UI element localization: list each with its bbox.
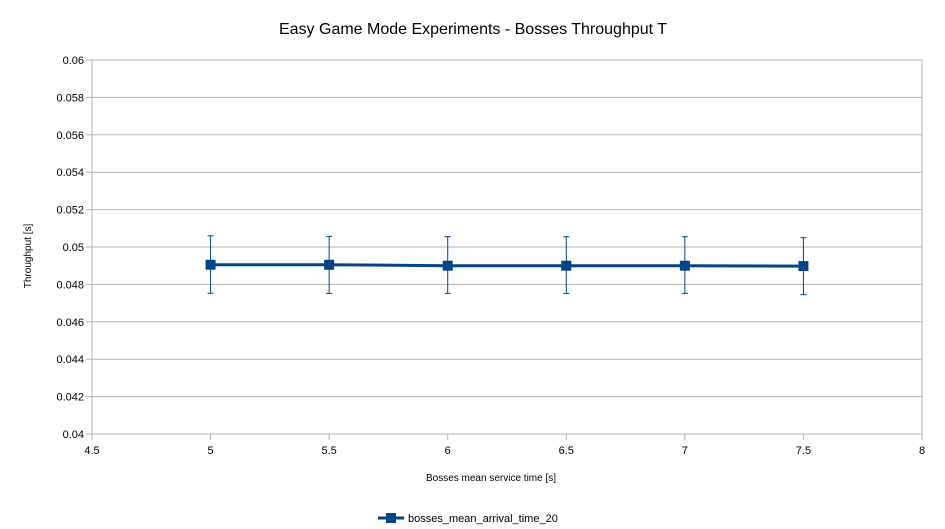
y-axis-ticks: 0.04 0.042 0.044 0.046 0.048 0.05 0.052 0.054 0.… (56, 55, 92, 441)
y-tick-label: 0.06 (63, 55, 84, 67)
y-tick-label: 0.056 (56, 130, 84, 142)
y-tick-label: 0.04 (63, 429, 84, 441)
y-tick-label: 0.058 (56, 92, 84, 104)
series-layer (205, 235, 809, 296)
legend-marker-swatch (386, 513, 396, 523)
data-point (442, 260, 453, 271)
y-tick-label: 0.044 (56, 354, 84, 366)
y-tick-label: 0.054 (56, 167, 84, 179)
x-tick-label: 7 (682, 445, 688, 457)
y-tick-label: 0.046 (56, 317, 84, 329)
data-point (798, 261, 809, 272)
x-tick-label: 6.5 (559, 445, 574, 457)
y-tick-label: 0.048 (56, 279, 84, 291)
data-point (679, 260, 690, 271)
x-tick-label: 8 (919, 445, 925, 457)
legend-label: bosses_mean_arrival_time_20 (408, 513, 558, 525)
y-axis-label: Throughput [s] (23, 224, 34, 289)
grid-lines (92, 59, 922, 435)
data-point (324, 259, 335, 270)
x-axis-label: Bosses mean service time [s] (426, 473, 556, 484)
y-tick-label: 0.052 (56, 205, 84, 217)
x-axis-ticks: 4.5 5 5.5 6 6.5 7 7.5 8 (84, 434, 925, 457)
y-tick-label: 0.042 (56, 392, 84, 404)
series-line (210, 263, 804, 268)
data-point (561, 260, 572, 271)
x-tick-label: 6 (445, 445, 451, 457)
legend: bosses_mean_arrival_time_20 (378, 513, 558, 525)
chart-title: Easy Game Mode Experiments - Bosses Thro… (279, 21, 667, 38)
x-tick-label: 5 (208, 445, 214, 457)
x-tick-label: 5.5 (321, 445, 336, 457)
y-tick-label: 0.05 (63, 242, 84, 254)
x-tick-label: 4.5 (84, 445, 99, 457)
x-tick-label: 7.5 (796, 445, 811, 457)
data-point (205, 259, 216, 270)
